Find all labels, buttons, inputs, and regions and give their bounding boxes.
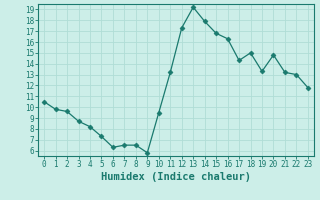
X-axis label: Humidex (Indice chaleur): Humidex (Indice chaleur) [101,172,251,182]
